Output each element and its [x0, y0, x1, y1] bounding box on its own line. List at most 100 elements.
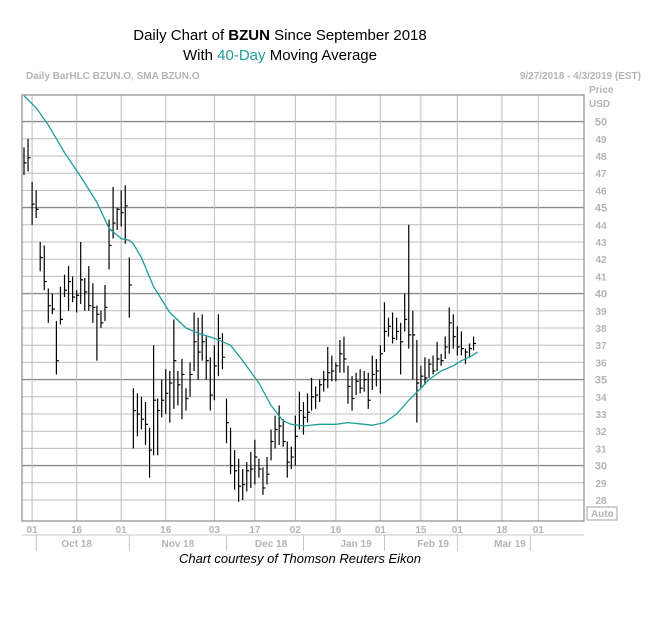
x-month-label: Mar 19: [494, 539, 526, 550]
y-tick-label: 34: [595, 393, 607, 404]
ohlc-bar: [440, 353, 444, 366]
ohlc-bar: [254, 439, 258, 485]
ohlc-bar: [161, 379, 165, 418]
plot-border: [21, 94, 585, 522]
y-tick-label: 43: [595, 238, 607, 249]
chart-title-line-2: With 40-Day Moving Average: [0, 46, 560, 66]
y-tick-label: 40: [595, 289, 607, 301]
ohlc-bar: [286, 441, 290, 478]
chart-caption: Chart courtesy of Thomson Reuters Eikon: [178, 551, 422, 566]
ohlc-bar: [39, 242, 43, 272]
ohlc-bar: [197, 317, 201, 380]
ohlc-bar: [379, 345, 383, 394]
ohlc-bar: [408, 224, 412, 349]
x-tick-label: 01: [116, 525, 128, 536]
y-tick-label: 38: [595, 324, 607, 335]
ohlc-bar: [185, 388, 189, 411]
x-tick-label: 02: [290, 525, 302, 536]
ohlc-bar: [383, 302, 387, 353]
ohlc-bar: [136, 393, 140, 437]
x-month-label: Dec 18: [255, 539, 288, 550]
ohlc-bar: [472, 336, 477, 351]
y-tick-label: 48: [595, 152, 607, 163]
ohlc-bar: [165, 369, 169, 414]
ohlc-bar: [238, 458, 242, 502]
ohlc-bar: [306, 393, 310, 423]
y-tick-label: 45: [595, 203, 607, 215]
ohlc-bar: [335, 362, 339, 382]
ohlc-bar: [80, 242, 84, 304]
ohlc-bar: [209, 357, 213, 411]
ohlc-bar: [116, 207, 120, 230]
ohlc-bar: [452, 314, 456, 349]
title-line2-post: Moving Average: [265, 47, 377, 64]
ohlc-bar: [315, 386, 319, 409]
ohlc-bar: [371, 355, 375, 390]
ohlc-bar: [51, 293, 55, 315]
ohlc-bar: [258, 458, 262, 478]
x-tick-label: 16: [330, 525, 342, 536]
y-tick-label: 39: [595, 307, 607, 318]
ohlc-bar: [31, 181, 35, 225]
x-tick-label: 01: [375, 525, 387, 536]
ohlc-bar: [319, 379, 323, 402]
moving-average-group: [23, 95, 478, 427]
title-line1-pre: Daily Chart of: [133, 27, 229, 44]
auto-scale-button[interactable]: [586, 506, 618, 521]
ohlc-bar: [246, 462, 250, 492]
ohlc-bar: [351, 376, 355, 411]
ohlc-bar: [63, 274, 67, 298]
ohlc-bar: [404, 293, 408, 332]
y-tick-label: 49: [595, 135, 607, 146]
ohlc-bar: [104, 285, 108, 322]
ohlc-bar: [468, 343, 472, 358]
ohlc-bar: [323, 371, 327, 392]
ohlc-bar: [132, 388, 136, 449]
ohlc-bar: [35, 190, 39, 218]
ohlc-bar: [278, 405, 282, 445]
x-tick-label: 01: [27, 525, 39, 536]
ohlc-bar: [55, 321, 59, 375]
ohlc-bar: [375, 358, 379, 387]
ohlc-bar: [327, 346, 331, 389]
x-tick-label: 17: [249, 525, 261, 536]
ohlc-bar: [88, 266, 92, 311]
chart-title: Daily Chart of BZUN Since September 2018…: [0, 26, 560, 66]
ohlc-bar: [84, 278, 88, 311]
moving-average-line: [23, 95, 478, 427]
ohlc-bar: [367, 372, 371, 409]
ohlc-bar: [71, 276, 76, 303]
ohlc-bar: [250, 451, 254, 488]
ohlc-bar: [92, 283, 96, 323]
y-tick-label: 47: [595, 169, 607, 180]
auto-scale-label: Auto: [591, 509, 614, 520]
ohlc-bar: [201, 314, 205, 361]
title-ticker: BZUN: [228, 27, 270, 44]
ohlc-bar: [96, 305, 100, 361]
ohlc-bar: [432, 355, 436, 375]
chart-header-left: Daily BarHLC BZUN.O, SMA BZUN.O: [26, 71, 200, 82]
ohlc-bar: [262, 467, 266, 495]
ohlc-bar: [266, 457, 270, 485]
x-month-label: Nov 18: [162, 539, 195, 550]
ohlc-bar: [416, 340, 420, 423]
y-tick-label: 30: [595, 461, 607, 473]
y-tick-label: 42: [595, 255, 607, 266]
y-tick-label: 35: [595, 375, 607, 387]
ohlc-bar: [128, 257, 132, 318]
ohlc-bar: [412, 310, 416, 380]
y-tick-label: 37: [595, 341, 607, 352]
ohlc-bar: [59, 286, 63, 325]
ohlc-bar: [424, 357, 428, 385]
x-tick-label: 16: [71, 525, 83, 536]
ohlc-bar: [234, 450, 238, 490]
ohlc-bar: [217, 314, 221, 377]
ohlc-bar: [436, 341, 440, 371]
ohlc-bar: [43, 245, 47, 291]
x-axis-labels: 01 16 01 16 03 17 02 16 01 15 01 18 01 Oct 18 Nov 18 De…: [27, 525, 545, 550]
currency-label: USD: [589, 99, 610, 110]
x-month-label: Jan 19: [341, 539, 373, 550]
ohlc-bar: [343, 336, 347, 373]
ohlc-bar: [229, 427, 234, 475]
